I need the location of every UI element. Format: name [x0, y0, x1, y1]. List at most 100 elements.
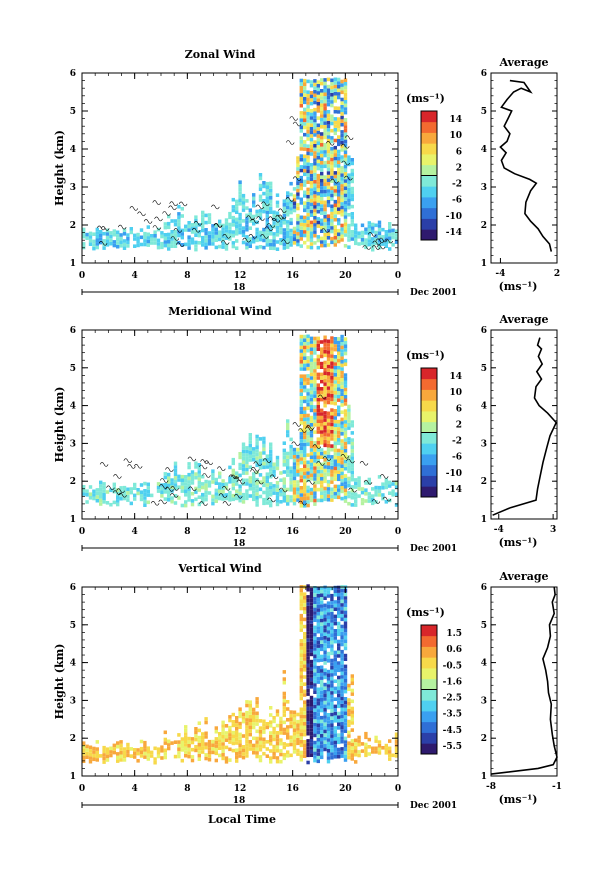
- y-tick-label: 5: [70, 107, 76, 117]
- date-marker: 18: [233, 539, 246, 549]
- colorbar-segment: [421, 378, 437, 390]
- profile-y-tick-label: 4: [481, 659, 487, 669]
- colorbar-label: -14: [446, 485, 462, 495]
- x-tick-label: 16: [286, 271, 299, 281]
- colorbar-label: -2: [452, 437, 462, 447]
- profile-unit: (ms⁻¹): [499, 280, 538, 293]
- x-tick-label: 8: [184, 784, 190, 794]
- y-tick-label: 5: [70, 621, 76, 631]
- colorbar-segment: [421, 657, 437, 669]
- y-tick-label: 2: [70, 221, 76, 231]
- colorbar-unit: (ms⁻¹): [406, 606, 445, 619]
- x-tick-label: 0: [395, 271, 401, 281]
- profile-y-tick-label: 4: [481, 145, 487, 155]
- profile-unit: (ms⁻¹): [499, 536, 538, 549]
- profile-x-tick-label: -8: [486, 782, 496, 792]
- x-tick-label: 0: [395, 527, 401, 537]
- colorbar-segment: [421, 164, 437, 176]
- colorbar-label: -6: [452, 196, 462, 206]
- colorbar-label: 2: [456, 420, 462, 430]
- profile-x-tick-label: -1: [552, 782, 562, 792]
- colorbar-label: -4.5: [443, 726, 462, 736]
- colorbar-segment: [421, 111, 437, 123]
- profile-y-tick-label: 5: [481, 621, 487, 631]
- colorbar-segment: [421, 432, 437, 444]
- profile-y-tick-label: 3: [481, 696, 487, 706]
- profile-y-tick-label: 1: [481, 515, 487, 525]
- y-tick-label: 4: [70, 145, 76, 155]
- colorbar-segment: [421, 475, 437, 487]
- profile-y-tick-label: 3: [481, 183, 487, 193]
- profile-x-tick-label: 2: [554, 269, 560, 279]
- contour-lines: [96, 116, 394, 250]
- date-marker: 18: [233, 283, 246, 293]
- profile-title: Average: [498, 313, 548, 326]
- profile-y-tick-label: 2: [481, 477, 487, 487]
- colorbar-label: -3.5: [443, 710, 462, 720]
- y-axis-label: Height (km): [53, 130, 66, 206]
- x-tick-label: 12: [234, 784, 247, 794]
- contour-lines: [99, 394, 392, 506]
- y-tick-label: 3: [70, 183, 76, 193]
- x-tick-label: 0: [79, 784, 85, 794]
- x-tick-label: 4: [132, 527, 138, 537]
- profile-x-tick-label: 3: [550, 525, 556, 535]
- colorbar-label: 6: [456, 147, 462, 157]
- profile-frame: [490, 72, 558, 264]
- colorbar-segment: [421, 443, 437, 455]
- profile-frame: [490, 329, 558, 520]
- profile-y-tick-label: 6: [481, 69, 487, 79]
- colorbar-segment: [421, 732, 437, 744]
- x-tick-label: 20: [339, 784, 352, 794]
- profile-line: [492, 337, 558, 516]
- profile-y-tick-label: 6: [481, 326, 487, 336]
- heatmap-field: [82, 77, 399, 252]
- colorbar-segment: [421, 121, 437, 133]
- y-tick-label: 2: [70, 477, 76, 487]
- x-tick-label: 16: [286, 527, 299, 537]
- profile-y-tick-label: 4: [481, 402, 487, 412]
- colorbar-label: -0.5: [443, 661, 462, 671]
- y-axis-label: Height (km): [53, 387, 66, 463]
- colorbar-label: 0.6: [446, 645, 462, 655]
- colorbar-label: 2: [456, 163, 462, 173]
- profile-y-tick-label: 2: [481, 734, 487, 744]
- profile-y-tick-label: 3: [481, 439, 487, 449]
- y-axis-label: Height (km): [53, 644, 66, 720]
- profile-title: Average: [498, 56, 548, 69]
- colorbar-unit: (ms⁻¹): [406, 92, 445, 105]
- colorbar-segment: [421, 625, 437, 637]
- colorbar-segment: [421, 678, 437, 690]
- colorbar-segment: [421, 368, 437, 380]
- y-tick-label: 3: [70, 696, 76, 706]
- x-tick-label: 0: [79, 527, 85, 537]
- profile-y-tick-label: 5: [481, 364, 487, 374]
- colorbar-segment: [421, 454, 437, 466]
- colorbar-segment: [421, 711, 437, 723]
- colorbar-label: 14: [449, 115, 462, 125]
- x-tick-label: 12: [234, 527, 247, 537]
- colorbar-segment: [421, 635, 437, 647]
- date-label: Dec 2001: [410, 544, 457, 554]
- colorbar-label: -5.5: [443, 742, 462, 752]
- y-tick-label: 5: [70, 364, 76, 374]
- colorbar-segment: [421, 154, 437, 166]
- colorbar-segment: [421, 411, 437, 423]
- colorbar-label: -10: [446, 469, 462, 479]
- y-tick-label: 1: [70, 259, 76, 269]
- profile-y-tick-label: 1: [481, 259, 487, 269]
- y-tick-label: 6: [70, 69, 76, 79]
- colorbar-segment: [421, 186, 437, 198]
- y-tick-label: 4: [70, 659, 76, 669]
- y-tick-label: 1: [70, 772, 76, 782]
- colorbar-label: -1.6: [443, 677, 462, 687]
- colorbar-label: 10: [449, 131, 462, 141]
- y-tick-label: 6: [70, 326, 76, 336]
- y-tick-label: 6: [70, 583, 76, 593]
- colorbar-segment: [421, 207, 437, 219]
- colorbar-label: -2.5: [443, 694, 462, 704]
- colorbar-segment: [421, 486, 437, 498]
